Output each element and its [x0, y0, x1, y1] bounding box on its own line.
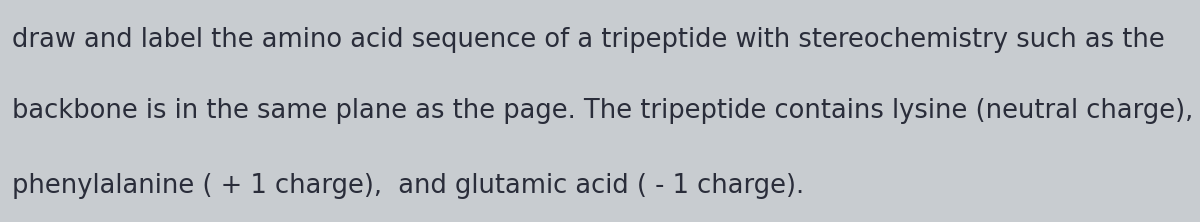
Text: draw and label the amino acid sequence of a tripeptide with stereochemistry such: draw and label the amino acid sequence o…: [12, 27, 1165, 53]
Text: phenylalanine ( + 1 charge),  and glutamic acid ( - 1 charge).: phenylalanine ( + 1 charge), and glutami…: [12, 173, 804, 200]
Text: backbone is in the same plane as the page. The tripeptide contains lysine (neutr: backbone is in the same plane as the pag…: [12, 98, 1193, 124]
